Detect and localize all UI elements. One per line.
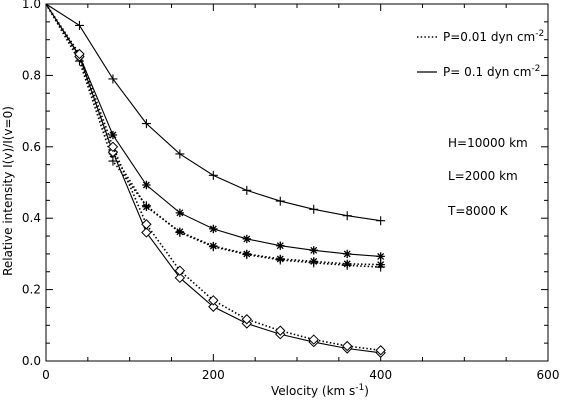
data-point-asterisk <box>108 130 118 140</box>
series-diamond-dotted <box>45 3 386 356</box>
annotation-height: H=10000 km <box>448 136 528 150</box>
data-point-plus <box>108 74 118 84</box>
y-tick-label: 0.4 <box>22 211 41 225</box>
data-point-plus <box>309 204 319 214</box>
data-point-diamond <box>375 345 386 356</box>
y-tick-label: 0.2 <box>22 283 41 297</box>
data-point-asterisk <box>309 246 318 255</box>
data-point-diamond <box>141 227 152 238</box>
data-point-asterisk <box>175 208 185 218</box>
annotation-length: L=2000 km <box>448 169 518 183</box>
y-axis-title: Relative intensity I(v)/I(v=0) <box>1 106 15 276</box>
legend-label-dotted: P=0.01 dyn cm-2 <box>443 29 544 44</box>
data-point-asterisk <box>276 241 285 250</box>
x-tick-label: 0 <box>42 368 50 382</box>
data-point-diamond <box>174 272 186 284</box>
data-point-diamond <box>275 325 286 336</box>
data-point-diamond <box>107 146 119 158</box>
data-point-plus <box>275 196 285 206</box>
x-tick-label: 600 <box>537 368 560 382</box>
y-tick-label: 1.0 <box>22 0 41 11</box>
data-point-diamond <box>341 340 353 352</box>
data-point-diamond <box>74 48 85 60</box>
data-point-asterisk <box>242 234 251 244</box>
data-point-asterisk <box>242 249 251 259</box>
data-point-diamond <box>208 295 219 306</box>
data-point-asterisk <box>209 241 218 251</box>
data-point-diamond <box>174 265 186 276</box>
data-point-plus <box>376 216 386 226</box>
axis-ticks <box>45 3 549 362</box>
series-plus-solid <box>45 3 386 226</box>
y-tick-label: 0.6 <box>22 140 41 154</box>
tick-labels: 0 200 400 600 0.0 0.2 0.4 0.6 0.8 1.0 <box>22 0 560 382</box>
data-point-plus <box>175 149 185 159</box>
legend: P=0.01 dyn cm-2 P= 0.1 dyn cm-2 <box>417 29 544 79</box>
legend-label-solid: P= 0.1 dyn cm-2 <box>443 64 540 79</box>
data-point-diamond <box>141 219 152 230</box>
x-tick-label: 400 <box>369 368 392 382</box>
data-point-asterisk <box>142 202 151 211</box>
y-tick-label: 0.0 <box>22 354 41 368</box>
x-tick-label: 200 <box>202 368 225 382</box>
data-point-plus <box>208 170 218 180</box>
data-point-asterisk <box>376 260 385 269</box>
series-layer <box>45 3 386 358</box>
series-asterisk-solid <box>45 3 385 261</box>
data-point-diamond <box>241 314 253 325</box>
data-point-asterisk <box>343 249 352 259</box>
data-point-asterisk <box>309 257 318 266</box>
data-point-plus <box>74 20 84 30</box>
data-point-diamond <box>308 334 319 345</box>
data-point-asterisk <box>276 254 285 264</box>
annotations: H=10000 km L=2000 km T=8000 K <box>447 136 528 218</box>
data-point-plus <box>242 185 252 195</box>
data-point-asterisk <box>209 224 218 234</box>
x-axis-title: Velocity (km s-1) <box>271 383 369 398</box>
data-point-diamond <box>208 301 219 312</box>
data-point-asterisk <box>343 259 352 269</box>
data-point-asterisk <box>175 227 185 236</box>
annotation-temperature: T=8000 K <box>447 204 509 218</box>
y-tick-label: 0.8 <box>22 68 41 82</box>
data-point-asterisk <box>376 252 385 261</box>
series-line <box>45 3 381 266</box>
data-point-asterisk <box>142 180 151 190</box>
data-point-diamond <box>107 141 119 153</box>
data-point-plus <box>342 211 352 221</box>
data-point-plus <box>141 119 151 129</box>
